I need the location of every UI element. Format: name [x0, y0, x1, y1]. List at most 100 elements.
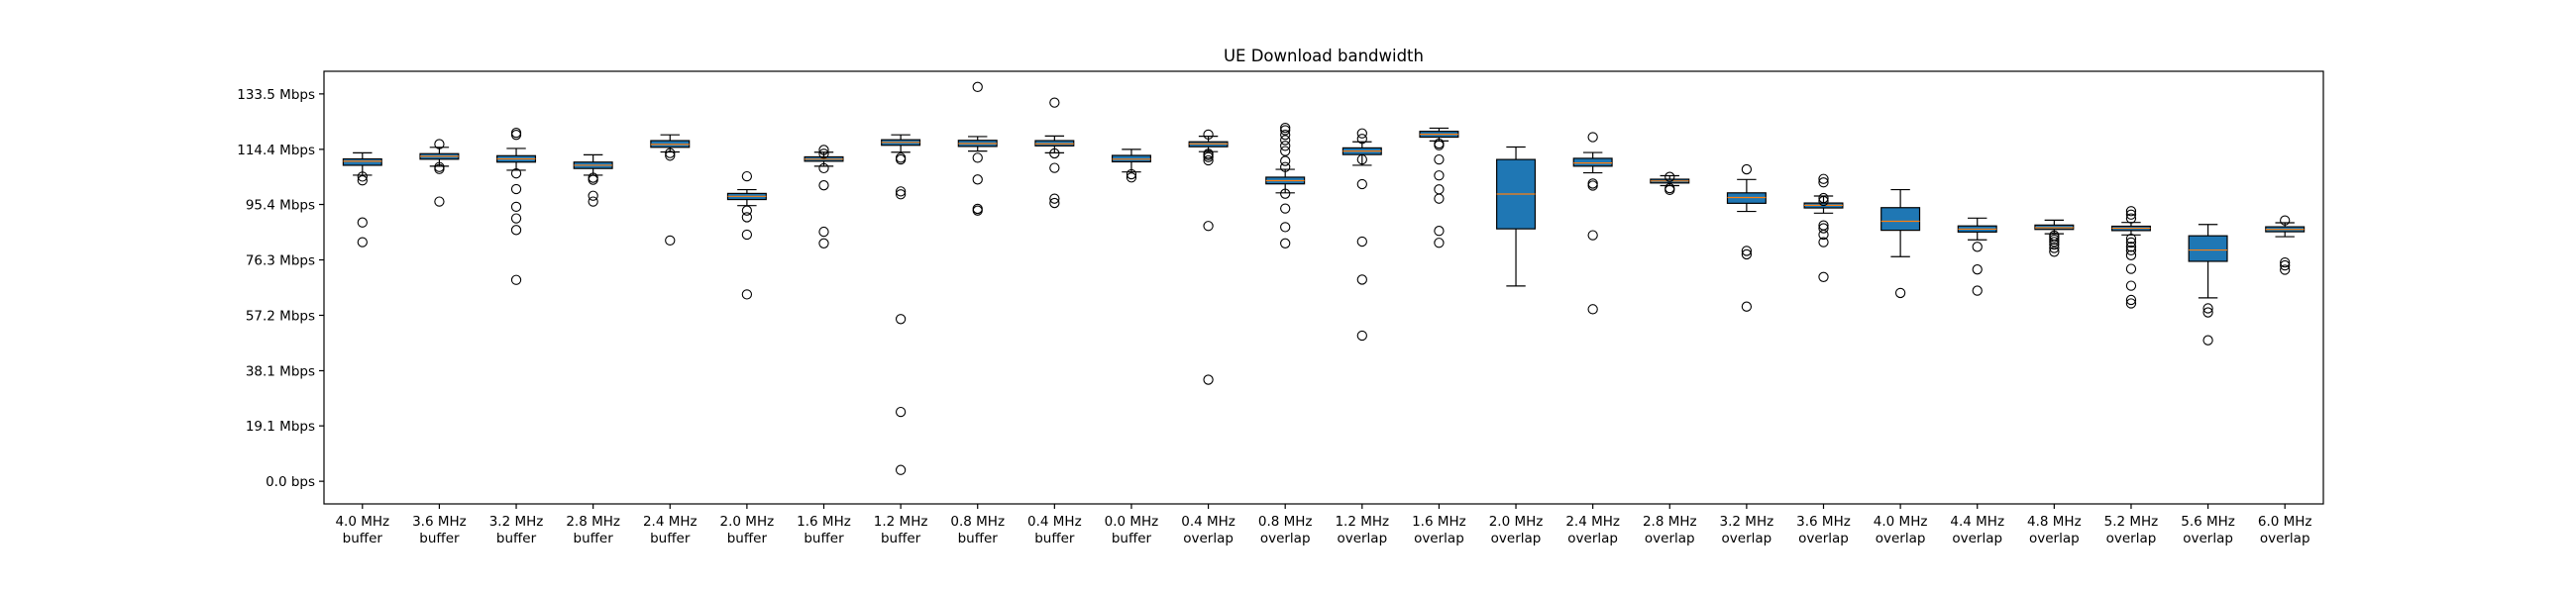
box-group — [342, 151, 382, 248]
x-tick-label-line1: 3.6 MHz — [1796, 514, 1851, 530]
outlier-point — [1280, 125, 1291, 136]
outlier-point — [510, 168, 522, 179]
y-axis: 0.0 bps 19.1 Mbps 38.1 Mbps 57.2 Mbps 76.3 M… — [237, 87, 324, 490]
box-group — [2265, 215, 2306, 275]
outlier-point — [972, 81, 983, 92]
box-group — [2034, 219, 2075, 257]
x-tick-label-line1: 5.6 MHz — [2181, 514, 2235, 530]
x-tick-label-line1: 1.2 MHz — [874, 514, 928, 530]
x-tick-label-line2: overlap — [1337, 531, 1387, 546]
chart-title: UE Download bandwidth — [1224, 47, 1424, 65]
outlier-point — [895, 406, 907, 418]
x-tick-label-line2: buffer — [958, 531, 999, 546]
outlier-point — [434, 196, 445, 207]
outlier-point — [1434, 153, 1445, 165]
plot-frame — [323, 70, 2324, 505]
outlier-point — [818, 238, 829, 248]
outlier-point — [1741, 301, 1753, 312]
outlier-point — [1434, 138, 1445, 149]
outlier-point — [2280, 256, 2291, 268]
outlier-point — [2125, 237, 2137, 248]
outlier-point — [2125, 242, 2137, 252]
y-tick-label: 0.0 bps — [266, 474, 315, 490]
box-group — [1188, 129, 1229, 385]
outlier-point — [895, 464, 907, 475]
outlier-point — [1203, 374, 1214, 385]
outlier-point — [1741, 163, 1753, 175]
box-group — [1650, 171, 1690, 196]
outlier-point — [2125, 209, 2137, 220]
outlier-point — [1356, 330, 1367, 342]
box-group — [1957, 217, 1997, 296]
outlier-point — [1434, 170, 1445, 181]
x-tick-label-line2: overlap — [1183, 531, 1234, 546]
outlier-point — [818, 162, 829, 174]
outlier-point — [2049, 230, 2060, 242]
outlier-point — [1664, 171, 1675, 182]
x-tick-label-line2: buffer — [650, 531, 691, 546]
y-tick-label: 38.1 Mbps — [246, 363, 315, 379]
outlier-point — [1280, 141, 1291, 151]
x-tick-label-line2: overlap — [2029, 531, 2080, 546]
box-group — [804, 145, 844, 248]
x-tick-label-line1: 1.6 MHz — [797, 514, 851, 530]
outlier-point — [1972, 264, 1983, 275]
x-tick-label-line1: 3.2 MHz — [489, 514, 544, 530]
box-group — [1880, 188, 1921, 299]
x-tick-label-line2: overlap — [1876, 531, 1926, 546]
outlier-point — [741, 205, 753, 216]
x-tick-label-line2: buffer — [804, 531, 844, 546]
outlier-point — [434, 139, 445, 149]
outlier-point — [1203, 129, 1214, 141]
outlier-point — [1818, 237, 1829, 248]
outlier-point — [1126, 172, 1137, 183]
outlier-point — [510, 274, 522, 285]
box-group — [1803, 173, 1844, 282]
x-tick-label-line2: overlap — [1722, 531, 1772, 546]
outlier-point — [1049, 197, 1060, 209]
x-tick-label-line1: 1.2 MHz — [1335, 514, 1389, 530]
outlier-point — [357, 237, 368, 248]
outlier-point — [818, 145, 829, 155]
x-tick-label-line2: overlap — [1414, 531, 1464, 546]
outlier-point — [818, 226, 829, 238]
outlier-point — [895, 186, 907, 197]
outlier-point — [1203, 148, 1214, 159]
outlier-point — [2125, 245, 2137, 255]
outlier-point — [1818, 173, 1829, 184]
plot-area — [342, 81, 2306, 475]
outlier-point — [2125, 249, 2137, 260]
x-tick-label-line2: overlap — [1260, 531, 1311, 546]
outlier-point — [1280, 135, 1291, 146]
outlier-point — [2280, 215, 2291, 226]
outlier-point — [895, 152, 907, 163]
x-tick-label-line1: 2.8 MHz — [1643, 514, 1697, 530]
outlier-point — [510, 213, 522, 224]
outlier-point — [2125, 298, 2137, 309]
outlier-point — [588, 172, 598, 183]
outlier-point — [588, 196, 598, 207]
x-tick-label-line1: 5.2 MHz — [2104, 514, 2159, 530]
x-tick-label-line1: 3.2 MHz — [1720, 514, 1774, 530]
outlier-point — [1587, 304, 1598, 315]
box-group — [1572, 132, 1613, 315]
outlier-point — [588, 190, 598, 201]
outlier-point — [1434, 238, 1445, 248]
y-tick-label: 57.2 Mbps — [246, 308, 315, 324]
box-group — [650, 134, 691, 247]
outlier-point — [2280, 264, 2291, 275]
x-tick-label-line1: 4.4 MHz — [1950, 514, 2004, 530]
outlier-point — [2202, 303, 2213, 314]
outlier-point — [2202, 307, 2213, 318]
box-group — [1419, 127, 1459, 248]
x-tick-label-line1: 2.4 MHz — [1565, 514, 1620, 530]
outlier-point — [665, 235, 676, 247]
outlier-point — [434, 161, 445, 172]
box-group — [1034, 97, 1075, 209]
outlier-point — [741, 289, 753, 300]
x-tick-label-line1: 1.6 MHz — [1412, 514, 1466, 530]
outlier-point — [1741, 246, 1753, 256]
outlier-point — [1203, 154, 1214, 166]
box-group — [573, 153, 613, 207]
